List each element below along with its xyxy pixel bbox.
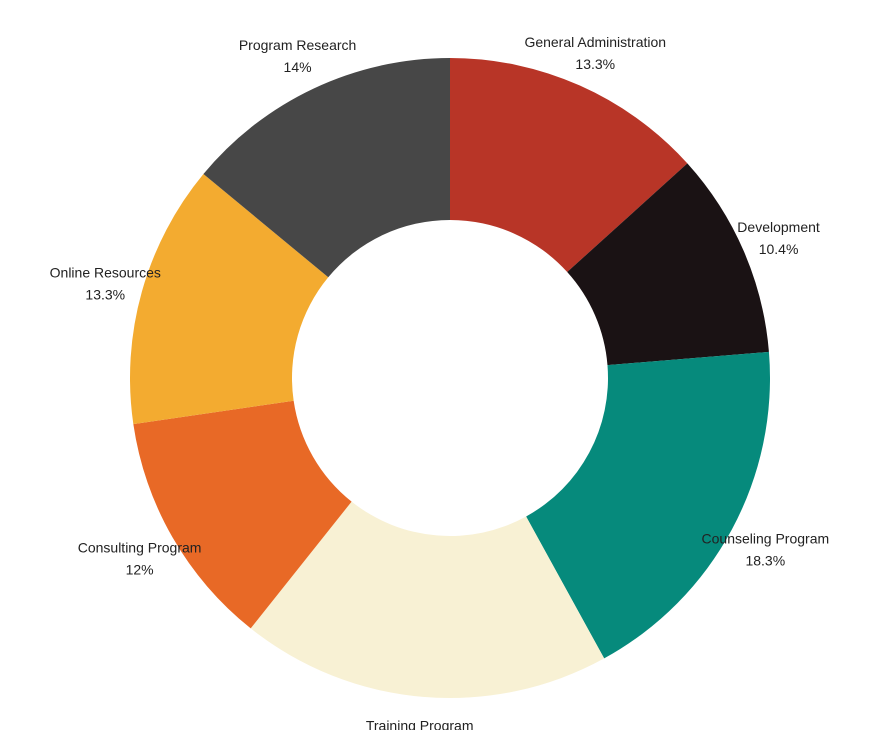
slice-label-online-resources: Online Resources 13.3% xyxy=(50,264,161,302)
slice-development xyxy=(567,163,769,366)
slice-percent: 13.3% xyxy=(85,286,125,302)
slice-general-administration xyxy=(450,58,688,273)
slice-training-program xyxy=(250,501,605,698)
slice-name: Development xyxy=(737,219,820,235)
slice-name: Training Program xyxy=(366,718,474,730)
slice-percent: 12% xyxy=(126,561,154,577)
slice-consulting-program xyxy=(133,400,352,629)
slice-name: Consulting Program xyxy=(78,539,202,555)
slice-percent: 14% xyxy=(284,59,312,75)
slice-name: Program Research xyxy=(239,37,357,53)
slice-label-counseling-program: Counseling Program 18.3% xyxy=(702,531,830,569)
slice-name: Counseling Program xyxy=(702,531,830,547)
slice-program-research xyxy=(203,58,450,278)
slice-percent: 18.3% xyxy=(745,553,785,569)
labels-group: General Administration 13.3% Development 10… xyxy=(50,34,829,730)
slices-group xyxy=(130,58,770,698)
slice-name: Online Resources xyxy=(50,264,161,280)
slice-name: General Administration xyxy=(524,34,666,50)
slice-online-resources xyxy=(130,174,329,425)
slice-label-general-administration: General Administration 13.3% xyxy=(524,34,666,72)
slice-percent: 13.3% xyxy=(575,56,615,72)
slice-label-consulting-program: Consulting Program 12% xyxy=(78,539,202,577)
slice-counseling-program xyxy=(526,351,770,659)
slice-label-program-research: Program Research 14% xyxy=(239,37,357,75)
slice-percent: 10.4% xyxy=(759,241,799,257)
slice-label-development: Development 10.4% xyxy=(737,219,820,257)
